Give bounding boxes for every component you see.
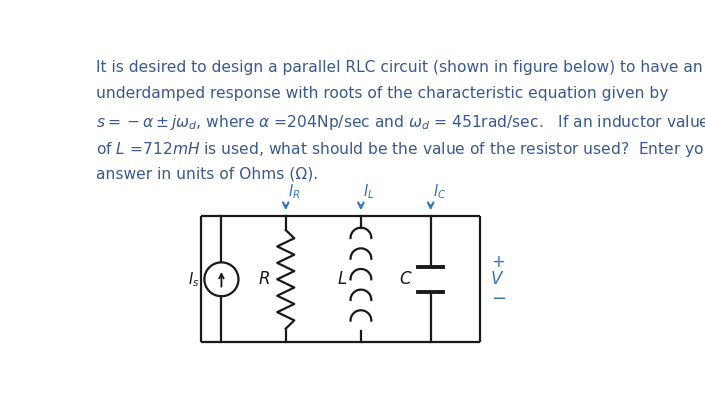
Text: $I_s$: $I_s$ [188,270,200,289]
Text: underdamped response with roots of the characteristic equation given by: underdamped response with roots of the c… [96,86,668,101]
Text: $I_C$: $I_C$ [433,182,446,201]
Text: +: + [491,253,505,271]
Text: answer in units of Ohms (Ω).: answer in units of Ohms (Ω). [96,166,318,181]
Text: −: − [491,290,506,308]
Text: C: C [400,270,411,288]
Text: $s = -\alpha \pm j\omega_d$, where $\alpha$ =204Np/sec and $\omega_d$ = 451rad/s: $s = -\alpha \pm j\omega_d$, where $\alp… [96,113,705,132]
Text: It is desired to design a parallel RLC circuit (shown in figure below) to have a: It is desired to design a parallel RLC c… [96,60,703,75]
Text: L: L [338,270,347,288]
Text: $I_L$: $I_L$ [363,182,374,201]
Text: of $\mathit{L}$ =712$\mathit{mH}$ is used, what should be the value of the resis: of $\mathit{L}$ =712$\mathit{mH}$ is use… [96,139,705,159]
Text: V: V [491,270,503,288]
Text: $I_R$: $I_R$ [288,182,300,201]
Text: R: R [259,270,270,288]
